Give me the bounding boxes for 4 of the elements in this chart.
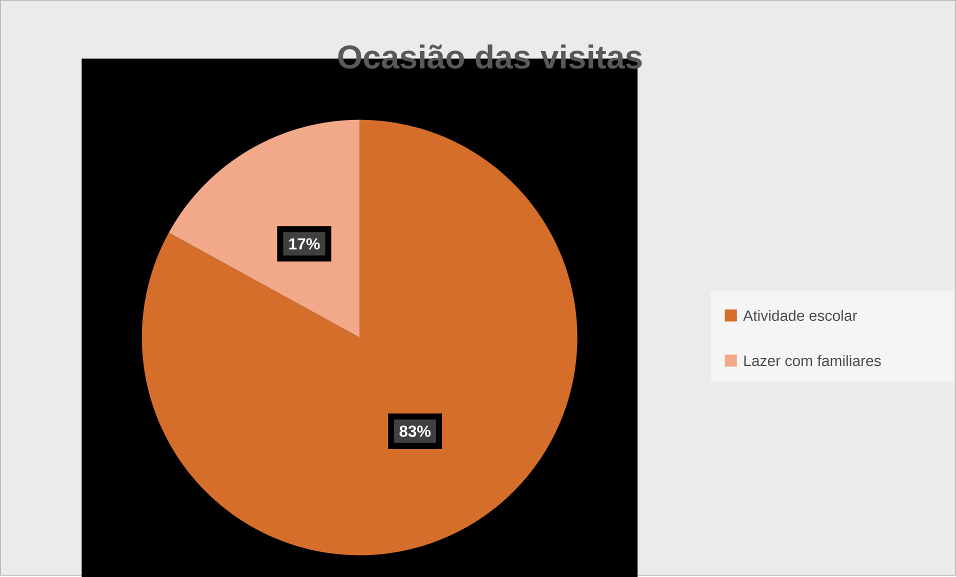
data-label: 17%: [289, 238, 320, 250]
data-label: 83%: [400, 425, 431, 437]
legend-label: Lazer com familiares: [744, 354, 881, 366]
legend-label: Atividade escolar: [743, 310, 857, 321]
